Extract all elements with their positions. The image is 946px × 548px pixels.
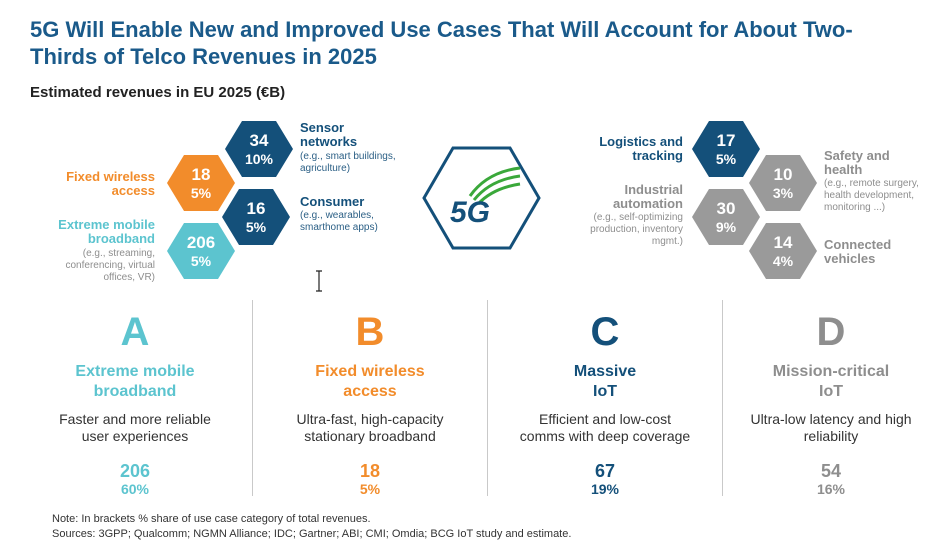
column-d-pct: 16% <box>816 481 846 497</box>
text-cursor-icon <box>316 270 322 292</box>
column-d-desc: Ultra-low latency and high reliability <box>750 411 912 444</box>
hex-consumer-pct: 5% <box>246 219 267 235</box>
hex-logistics: 17 5% <box>692 121 760 177</box>
column-c-pct: 19% <box>590 481 620 497</box>
column-a-value: 206 <box>119 461 151 481</box>
column-c-letter: C <box>590 310 620 354</box>
column-b-name: Fixed wireless access <box>315 363 425 400</box>
hex-diagram: 34 10% 18 5% 16 5% 206 5% 5G 17 5% 10 3%… <box>167 121 817 279</box>
consumer-examples: (e.g., wearables, smarthome apps) <box>300 210 378 233</box>
hex-safety-value: 10 <box>774 165 793 184</box>
hex-consumer-value: 16 <box>247 199 266 218</box>
column-divider <box>487 300 488 496</box>
column-c-name: Massive IoT <box>573 363 637 400</box>
hex-connected-value: 14 <box>774 233 793 252</box>
hex-industrial-pct: 9% <box>716 219 737 235</box>
column-a-letter: A <box>120 310 150 354</box>
industrial-examples: (e.g., self-optimizing production, inven… <box>590 212 683 247</box>
footnote-sources: Sources: 3GPP; Qualcomm; NGMN Alliance; … <box>52 528 572 540</box>
hex-connected-pct: 4% <box>773 253 794 269</box>
5g-logo: 5G <box>422 146 541 250</box>
column-b-value: 18 <box>359 461 381 481</box>
column-a-name: Extreme mobile broadband <box>75 363 195 400</box>
hex-embb-value: 206 <box>187 233 215 252</box>
column-a: A Extreme mobile broadband Faster and mo… <box>18 310 252 500</box>
industrial-label: Industrial automation <box>612 182 683 211</box>
safety-label: Safety and health <box>824 148 890 177</box>
sensor-networks-label: Sensor networks <box>300 120 358 149</box>
hex-sensor-networks: 34 10% <box>225 121 293 177</box>
hex-safety-pct: 3% <box>773 185 794 201</box>
5g-logo-text: 5G <box>450 196 490 229</box>
logistics-label: Logistics and tracking <box>599 134 683 163</box>
column-b-letter: B <box>355 310 385 354</box>
embb-examples: (e.g., streaming, conferencing, virtual … <box>65 248 156 283</box>
safety-examples: (e.g., remote surgery, health developmen… <box>824 178 919 213</box>
page-title: 5G Will Enable New and Improved Use Case… <box>30 17 853 69</box>
hex-industrial-value: 30 <box>717 199 736 218</box>
column-c-value: 67 <box>594 461 616 481</box>
hex-logistics-value: 17 <box>717 131 736 150</box>
hex-logistics-pct: 5% <box>716 151 737 167</box>
column-d-name: Mission-critical IoT <box>772 363 890 400</box>
fixed-wireless-label: Fixed wireless access <box>66 169 155 198</box>
column-d: D Mission-critical IoT Ultra-low latency… <box>723 310 939 500</box>
column-b-desc: Ultra-fast, high-capacity stationary bro… <box>296 411 444 444</box>
hex-industrial-automation: 30 9% <box>692 189 760 245</box>
hex-consumer: 16 5% <box>222 189 290 245</box>
chart-subtitle: Estimated revenues in EU 2025 (€B) <box>30 84 286 101</box>
hex-safety-health: 10 3% <box>749 155 817 211</box>
hex-fixed-pct: 5% <box>191 185 212 201</box>
hex-extreme-mobile-broadband: 206 5% <box>167 223 235 279</box>
column-a-desc: Faster and more reliable user experience… <box>59 411 211 444</box>
hex-sensor-value: 34 <box>250 131 269 150</box>
hex-fixed-value: 18 <box>192 165 211 184</box>
column-d-value: 54 <box>820 461 842 481</box>
connected-vehicles-label: Connected vehicles <box>824 237 892 266</box>
hex-connected-vehicles: 14 4% <box>749 223 817 279</box>
footnote-note: Note: In brackets % share of use case ca… <box>52 513 371 525</box>
column-b-pct: 5% <box>359 481 381 497</box>
footnote: Note: In brackets % share of use case ca… <box>52 512 571 542</box>
consumer-label: Consumer <box>300 194 365 209</box>
hex-embb-pct: 5% <box>191 253 212 269</box>
sensor-networks-examples: (e.g., smart buildings, agriculture) <box>300 151 396 174</box>
column-divider <box>722 300 723 496</box>
column-divider <box>252 300 253 496</box>
column-a-pct: 60% <box>120 481 150 497</box>
signal-arc-icon <box>468 166 521 197</box>
embb-label: Extreme mobile broadband <box>58 217 155 246</box>
hex-fixed-wireless: 18 5% <box>167 155 235 211</box>
column-b: B Fixed wireless access Ultra-fast, high… <box>253 310 487 500</box>
hex-sensor-pct: 10% <box>245 151 274 167</box>
column-c: C Massive IoT Efficient and low-cost com… <box>488 310 722 500</box>
column-c-desc: Efficient and low-cost comms with deep c… <box>519 411 691 444</box>
column-d-letter: D <box>816 310 846 354</box>
